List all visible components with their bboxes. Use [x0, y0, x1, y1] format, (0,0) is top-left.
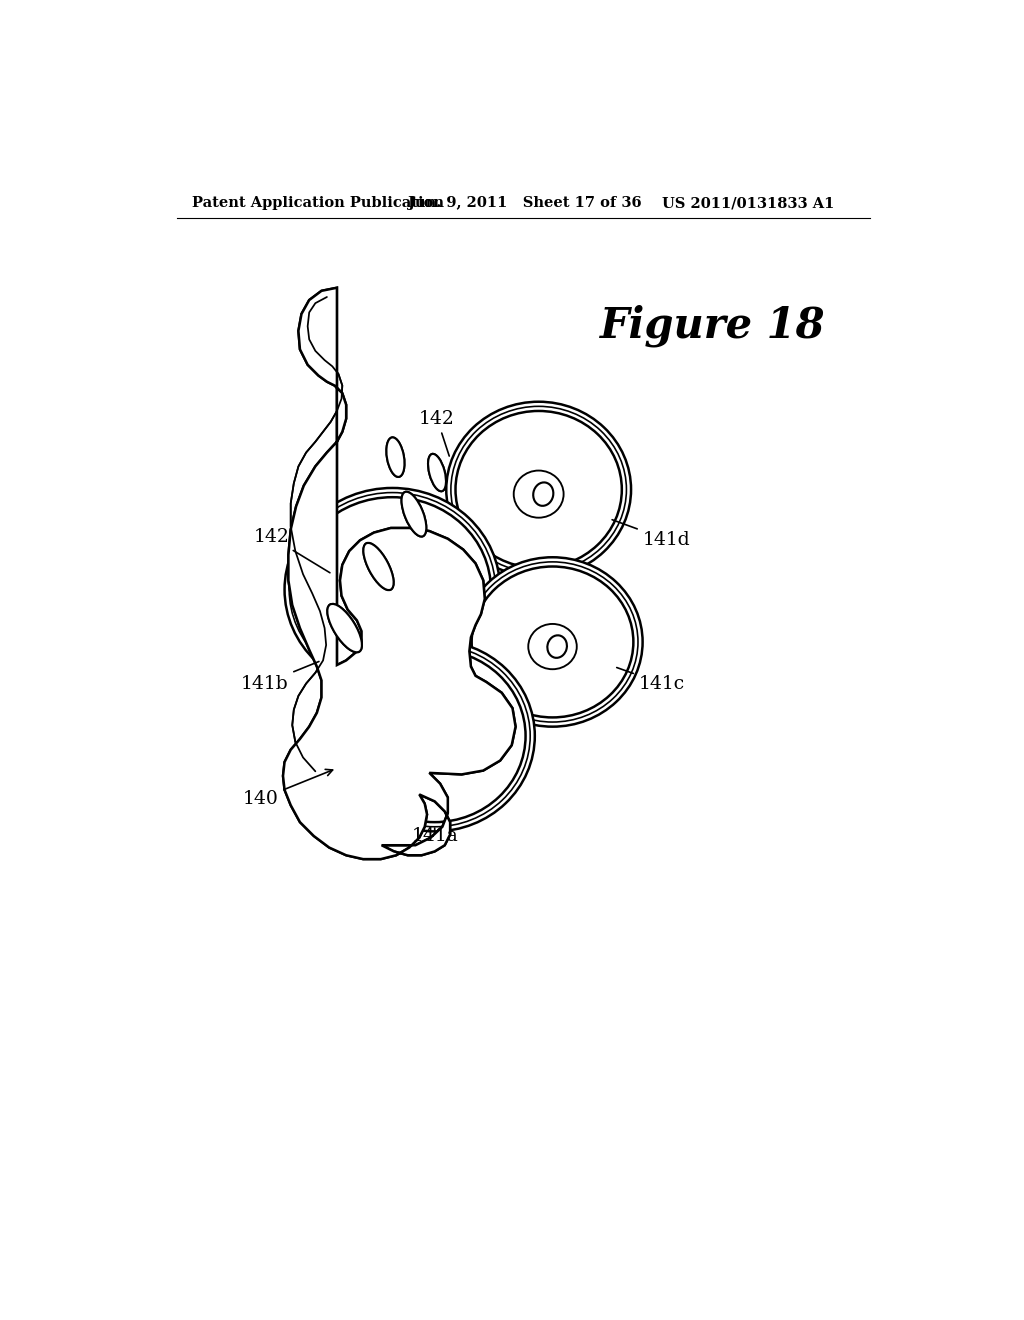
Ellipse shape — [463, 557, 643, 726]
Ellipse shape — [401, 492, 426, 536]
Ellipse shape — [472, 566, 634, 718]
Text: 141b: 141b — [241, 661, 318, 693]
Text: US 2011/0131833 A1: US 2011/0131833 A1 — [662, 197, 835, 210]
Ellipse shape — [386, 437, 404, 477]
Ellipse shape — [548, 635, 567, 657]
Ellipse shape — [364, 543, 393, 590]
Ellipse shape — [456, 411, 622, 568]
Ellipse shape — [428, 454, 446, 491]
Ellipse shape — [534, 482, 553, 506]
Text: Jun. 9, 2011   Sheet 17 of 36: Jun. 9, 2011 Sheet 17 of 36 — [408, 197, 641, 210]
Ellipse shape — [344, 649, 525, 822]
Text: 141d: 141d — [612, 520, 690, 549]
Ellipse shape — [446, 401, 631, 577]
Ellipse shape — [335, 640, 535, 832]
Text: 141c: 141c — [616, 668, 685, 693]
Ellipse shape — [428, 454, 446, 491]
Ellipse shape — [294, 498, 490, 682]
Polygon shape — [283, 288, 515, 859]
Ellipse shape — [428, 727, 451, 754]
Ellipse shape — [385, 581, 409, 609]
Ellipse shape — [364, 543, 393, 590]
Ellipse shape — [401, 492, 426, 536]
Text: 142: 142 — [419, 409, 455, 455]
Text: 140: 140 — [243, 770, 333, 808]
Ellipse shape — [328, 605, 361, 652]
Text: Patent Application Publication: Patent Application Publication — [193, 197, 444, 210]
Ellipse shape — [386, 437, 404, 477]
Text: 141a: 141a — [412, 828, 458, 845]
Ellipse shape — [328, 605, 361, 652]
Polygon shape — [283, 288, 515, 859]
Text: 142: 142 — [254, 528, 330, 573]
Ellipse shape — [285, 488, 500, 692]
Text: Figure 18: Figure 18 — [600, 305, 826, 347]
